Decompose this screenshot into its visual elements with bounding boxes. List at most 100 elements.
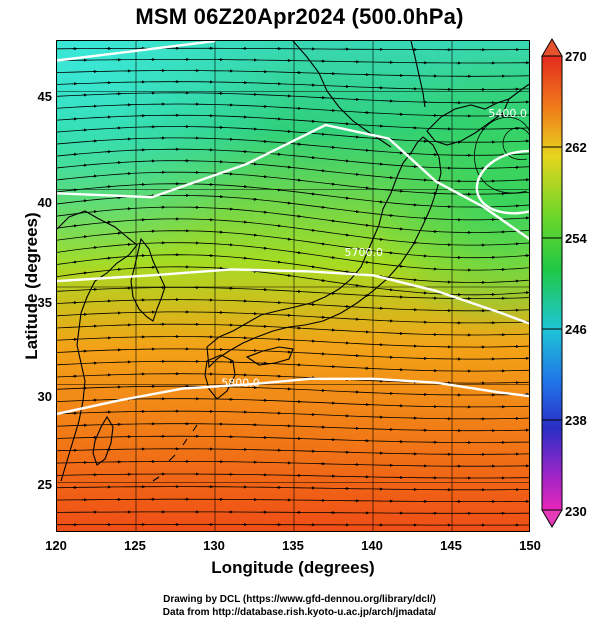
- streamline: [57, 524, 529, 526]
- wind-arrow: [319, 242, 326, 246]
- wind-arrow: [363, 223, 370, 227]
- x-axis-title: Longitude (degrees): [211, 558, 375, 577]
- wind-arrow: [309, 265, 316, 269]
- wind-arrow: [353, 209, 360, 214]
- wind-arrow: [275, 260, 282, 264]
- wind-arrow: [329, 255, 336, 260]
- x-tick-label: 145: [440, 538, 462, 553]
- wind-arrow: [71, 224, 78, 228]
- colorbar-label: 254: [565, 231, 587, 246]
- geopotential-contours: [57, 41, 529, 416]
- wind-arrow: [295, 250, 302, 255]
- contour-line: [57, 268, 529, 325]
- contour-label: 5400.0: [488, 107, 526, 120]
- footer-credit-drawing: Drawing by DCL (https://www.gfd-dennou.o…: [163, 594, 436, 605]
- colorbar-label: 262: [565, 140, 587, 155]
- footer-credit-data: Data from http://database.rish.kyoto-u.a…: [162, 607, 437, 618]
- x-tick-label: 135: [282, 538, 304, 553]
- wind-streamlines: [57, 46, 529, 527]
- colorbar-label: 238: [565, 413, 587, 428]
- wind-arrow: [353, 172, 360, 176]
- y-tick-label: 45: [37, 89, 52, 104]
- y-tick-label: 40: [37, 195, 52, 210]
- wind-arrow: [319, 278, 326, 282]
- contour-label: 5700.0: [345, 246, 384, 259]
- wind-arrow: [251, 233, 258, 237]
- x-tick-label: 120: [45, 538, 67, 553]
- wind-arrow: [309, 228, 316, 232]
- x-tick-label: 140: [361, 538, 383, 553]
- streamline: [57, 218, 529, 246]
- chart-title: MSM 06Z20Apr2024 (500.0hPa): [135, 4, 464, 29]
- wind-arrow: [285, 237, 292, 241]
- wind-arrow: [353, 283, 360, 287]
- wind-arrow: [91, 246, 98, 250]
- contour-labels: 5400.0 5700.0 5800.0: [221, 107, 527, 389]
- streamline: [57, 114, 529, 130]
- wind-arrow: [295, 214, 302, 218]
- streamline: [57, 373, 529, 384]
- x-tick-label: 125: [124, 538, 146, 553]
- colorbar-label: 230: [565, 504, 587, 519]
- wind-arrow: [309, 192, 316, 196]
- contour-line: [57, 41, 216, 62]
- wind-arrow: [363, 186, 370, 190]
- streamline: [57, 410, 529, 420]
- wind-arrow: [275, 224, 282, 228]
- wind-arrow: [363, 260, 370, 264]
- cyclone-streamlines: [474, 116, 529, 194]
- streamline: [57, 81, 529, 90]
- y-tick-label: 35: [37, 295, 52, 310]
- contour-line: [57, 123, 529, 241]
- wind-arrow: [81, 235, 88, 239]
- wind-arrow: [285, 273, 292, 278]
- streamline: [57, 299, 529, 312]
- wind-arrow: [319, 169, 326, 173]
- colorbar-label: 246: [565, 322, 587, 337]
- wind-arrow: [387, 288, 394, 292]
- streamline: [57, 486, 529, 491]
- colorbar-label: 270: [565, 49, 587, 64]
- wind-arrow: [309, 155, 316, 160]
- wind-arrow: [295, 178, 302, 182]
- streamline: [57, 336, 529, 348]
- wind-arrow: [377, 237, 384, 241]
- streamline: [57, 254, 529, 283]
- map-plot: 5400.0 5700.0 5800.0: [56, 40, 530, 532]
- wind-arrow: [387, 251, 394, 255]
- wind-arrow: [285, 165, 292, 169]
- x-tick-label: 130: [203, 538, 225, 553]
- colorbar: [541, 38, 563, 528]
- wind-arrow: [91, 210, 98, 214]
- wind-arrow: [319, 205, 326, 209]
- wind-arrow: [261, 210, 268, 214]
- map-svg: 5400.0 5700.0 5800.0: [57, 41, 529, 531]
- x-tick-label: 150: [519, 538, 541, 553]
- y-tick-label: 25: [37, 477, 52, 492]
- wind-arrow: [71, 188, 78, 192]
- wind-arrow: [353, 246, 360, 251]
- wind-arrow: [81, 271, 88, 275]
- streamline: [57, 47, 529, 51]
- contour-line: [475, 149, 529, 215]
- colorbar-max-arrow: [541, 38, 563, 57]
- wind-arrow: [343, 196, 350, 200]
- y-axis-title: Latitude (degrees): [22, 212, 41, 360]
- contour-line: [57, 377, 529, 416]
- contour-label: 5800.0: [221, 377, 260, 390]
- wind-arrow: [343, 233, 350, 237]
- wind-arrow: [275, 188, 282, 192]
- streamline: [57, 183, 529, 208]
- coastlines: [57, 41, 529, 482]
- wind-arrow: [377, 200, 384, 204]
- wind-arrow: [329, 182, 336, 186]
- wind-arrow: [329, 219, 336, 223]
- wind-arrow: [261, 246, 268, 250]
- colorbar-min-arrow: [541, 509, 563, 528]
- wind-arrow: [71, 260, 78, 264]
- streamline: [57, 148, 529, 169]
- y-tick-label: 30: [37, 389, 52, 404]
- wind-arrow: [285, 201, 292, 205]
- wind-arrow: [343, 270, 350, 274]
- wind-arrow: [81, 199, 88, 203]
